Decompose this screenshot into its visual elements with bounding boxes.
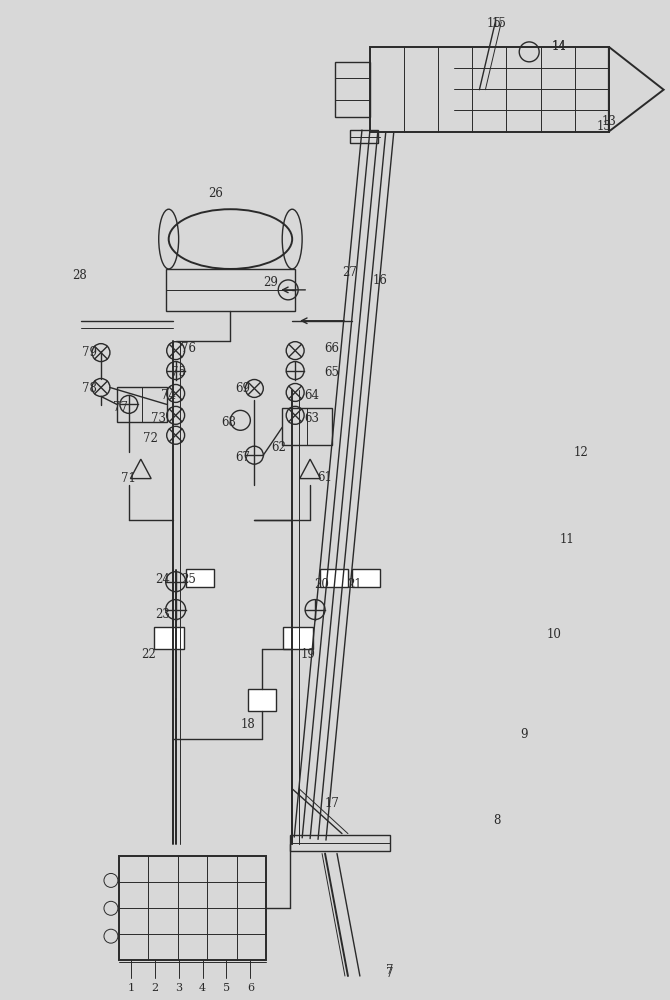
Text: 19: 19 — [301, 648, 316, 661]
Bar — [186, 569, 214, 587]
Text: 71: 71 — [121, 472, 136, 485]
Text: 13: 13 — [602, 115, 616, 128]
Text: 21: 21 — [348, 578, 362, 591]
Bar — [117, 387, 167, 422]
Text: 76: 76 — [181, 342, 196, 355]
Bar — [165, 269, 295, 311]
Text: 66: 66 — [324, 342, 340, 355]
Bar — [119, 856, 266, 960]
Bar — [283, 627, 313, 649]
Text: 9: 9 — [521, 728, 528, 741]
Text: 4: 4 — [199, 983, 206, 993]
Bar — [249, 689, 276, 711]
Text: 24: 24 — [155, 573, 170, 586]
Text: 61: 61 — [318, 471, 332, 484]
Text: 5: 5 — [223, 983, 230, 993]
Text: 75: 75 — [171, 366, 186, 379]
Text: 13: 13 — [596, 120, 611, 133]
Bar — [350, 130, 378, 143]
Text: 8: 8 — [494, 814, 501, 827]
Text: 15: 15 — [492, 17, 507, 30]
Text: 64: 64 — [305, 389, 320, 402]
Text: 78: 78 — [82, 382, 96, 395]
Bar — [350, 130, 378, 143]
Text: 74: 74 — [161, 389, 176, 402]
Text: 15: 15 — [487, 17, 502, 30]
Text: 14: 14 — [551, 40, 567, 53]
Text: 29: 29 — [263, 276, 277, 289]
Text: 77: 77 — [113, 401, 129, 414]
Text: 16: 16 — [373, 274, 387, 287]
Text: 28: 28 — [72, 269, 86, 282]
Bar — [320, 569, 348, 587]
Bar — [335, 78, 370, 100]
Text: 22: 22 — [141, 648, 156, 661]
Text: 10: 10 — [547, 628, 561, 641]
Bar — [352, 569, 380, 587]
Text: 73: 73 — [151, 412, 166, 425]
Bar — [282, 408, 332, 445]
Text: 23: 23 — [155, 608, 170, 621]
Text: 72: 72 — [143, 432, 158, 445]
Text: 14: 14 — [551, 40, 567, 53]
Text: 12: 12 — [574, 446, 588, 459]
Text: 27: 27 — [342, 266, 357, 279]
Text: 63: 63 — [305, 412, 320, 425]
Bar — [370, 47, 609, 132]
Text: 17: 17 — [324, 797, 340, 810]
Text: 18: 18 — [241, 718, 256, 731]
Text: 7: 7 — [386, 967, 393, 980]
Text: 7: 7 — [386, 964, 393, 977]
Text: 20: 20 — [315, 578, 330, 591]
Text: 67: 67 — [235, 451, 250, 464]
Text: 69: 69 — [235, 382, 250, 395]
Bar — [335, 62, 370, 117]
Text: 1: 1 — [127, 983, 135, 993]
Text: 25: 25 — [181, 573, 196, 586]
Text: 68: 68 — [221, 416, 236, 429]
Bar — [290, 835, 390, 851]
Text: 2: 2 — [151, 983, 158, 993]
Text: 65: 65 — [324, 366, 340, 379]
Text: 11: 11 — [559, 533, 574, 546]
Text: 6: 6 — [247, 983, 254, 993]
Text: 26: 26 — [208, 187, 223, 200]
Bar — [153, 627, 184, 649]
Text: 3: 3 — [175, 983, 182, 993]
Text: 79: 79 — [82, 346, 96, 359]
Text: 62: 62 — [271, 441, 285, 454]
